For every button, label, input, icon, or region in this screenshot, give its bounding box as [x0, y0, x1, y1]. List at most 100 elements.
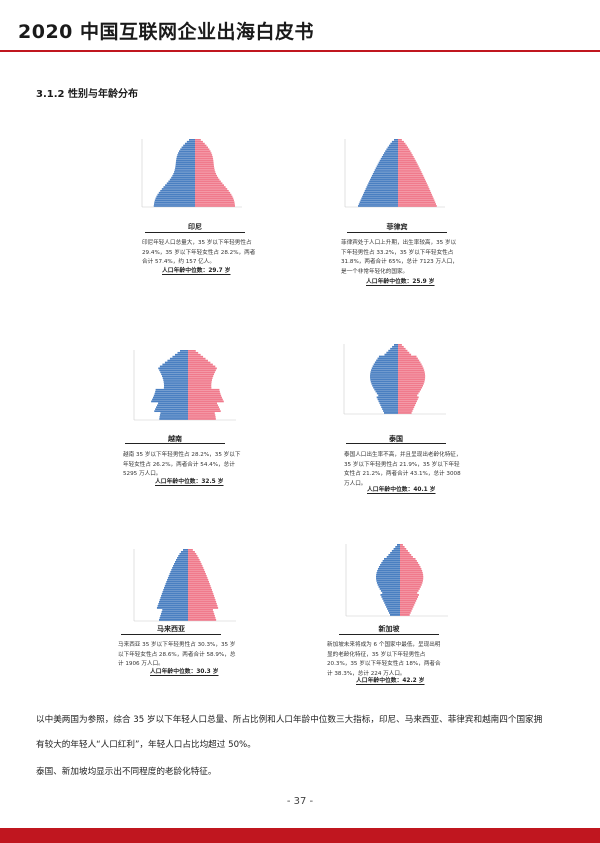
pyramid-male-bar	[175, 161, 195, 164]
pyramid-male-bar	[374, 361, 398, 364]
pyramid-male-bar	[382, 408, 398, 410]
pyramid-male-bar	[163, 381, 188, 383]
pyramid-male-bar	[381, 596, 400, 598]
pyramid-male-bar	[175, 163, 195, 166]
pyramid-male-bar	[166, 581, 188, 583]
pyramid-male-bar	[161, 373, 188, 376]
pyramid-male-bar	[380, 590, 400, 592]
pyramid-male-bar	[170, 571, 188, 573]
pyramid-female-bar	[188, 398, 223, 401]
pyramid-male-bar	[369, 180, 398, 183]
pyramid-female-bar	[188, 402, 218, 405]
country-name: 泰国	[389, 435, 403, 443]
pyramid-male-bar	[376, 396, 398, 399]
pyramid-female-bar	[398, 365, 423, 368]
pyramid-female-bar	[398, 176, 425, 179]
pyramid-female-bar	[188, 607, 219, 609]
pyramid-male-bar	[154, 410, 188, 413]
pyramid-female-bar	[188, 613, 215, 615]
pyramid-male-bar	[370, 380, 398, 383]
pyramid-female-bar	[398, 369, 425, 372]
pyramid-female-bar	[188, 408, 220, 411]
pyramid-male-bar	[174, 169, 195, 171]
pyramid-female-bar	[195, 184, 224, 187]
pyramid-male-bar	[386, 556, 400, 558]
pyramid-male-bar	[179, 150, 195, 153]
pyramid-female-bar	[398, 156, 414, 158]
pyramid-male-bar	[163, 589, 188, 591]
pyramid-male-bar	[394, 139, 398, 141]
pyramid-male-bar	[162, 363, 188, 366]
pyramid-female-bar	[398, 152, 412, 154]
pyramid-male-bar	[377, 584, 400, 586]
pyramid-male-bar	[381, 156, 398, 158]
pyramid-female-bar	[188, 587, 212, 589]
pyramid-female-bar	[398, 359, 420, 362]
pyramid-female-bar	[398, 154, 413, 156]
pyramid-male-bar	[373, 386, 398, 389]
pyramid-male-bar	[168, 575, 188, 577]
pyramid-male-bar	[160, 615, 188, 617]
population-pyramid-malaysia	[133, 549, 236, 622]
pyramid-male-bar	[374, 169, 398, 171]
pyramid-male-bar	[160, 597, 188, 599]
pyramid-female-bar	[188, 365, 216, 368]
pyramid-female-bar	[398, 357, 418, 360]
country-description: 越南 35 岁以下年轻男性占 28.2%，35 岁以下年轻女性占 26.2%，两…	[123, 452, 241, 477]
country-name-underline	[121, 634, 221, 635]
pyramid-female-bar	[398, 178, 426, 181]
pyramid-male-bar	[178, 152, 195, 154]
country-name: 越南	[168, 435, 182, 443]
pyramid-female-bar	[398, 159, 416, 162]
pyramid-female-bar	[398, 184, 428, 187]
median-age-label: 人口年龄中位数：42.2 岁	[356, 678, 425, 684]
pyramid-female-bar	[400, 574, 424, 576]
pyramid-male-bar	[160, 412, 188, 414]
pyramid-male-bar	[381, 562, 400, 564]
pyramid-male-bar	[156, 406, 188, 409]
pyramid-female-bar	[188, 563, 202, 565]
pyramid-male-bar	[358, 205, 398, 207]
pyramid-female-bar	[398, 349, 408, 352]
pyramid-female-bar	[398, 386, 423, 389]
pyramid-female-bar	[195, 144, 207, 147]
pyramid-male-bar	[174, 353, 188, 356]
pyramid-female-bar	[400, 564, 420, 566]
pyramid-male-bar	[370, 371, 398, 373]
pyramid-male-bar	[174, 563, 188, 565]
pyramid-male-bar	[161, 188, 195, 190]
pyramid-female-bar	[188, 553, 197, 555]
pyramid-male-bar	[166, 182, 195, 185]
pyramid-male-bar	[388, 349, 398, 352]
pyramid-male-bar	[393, 548, 400, 550]
pyramid-male-bar	[173, 565, 188, 567]
pyramid-female-bar	[188, 412, 215, 414]
pyramid-male-bar	[371, 174, 398, 177]
pyramid-female-bar	[398, 380, 425, 383]
pyramid-female-bar	[398, 345, 404, 348]
pyramid-male-bar	[391, 550, 400, 552]
pyramid-female-bar	[188, 561, 201, 563]
pyramid-female-bar	[188, 381, 212, 383]
pyramid-female-bar	[195, 190, 229, 192]
pyramid-male-bar	[363, 193, 398, 196]
pyramid-female-bar	[398, 408, 414, 410]
pyramid-male-bar	[176, 156, 195, 158]
pyramid-female-bar	[398, 146, 409, 149]
pyramid-female-bar	[398, 353, 412, 356]
pyramid-female-bar	[195, 169, 215, 171]
pyramid-female-bar	[400, 554, 412, 556]
pyramid-female-bar	[188, 611, 214, 613]
pyramid-male-bar	[382, 598, 400, 600]
pyramid-male-bar	[395, 546, 400, 548]
pyramid-female-bar	[188, 418, 216, 420]
pyramid-male-bar	[176, 157, 195, 160]
pyramid-female-bar	[188, 555, 198, 557]
pyramid-female-bar	[398, 199, 435, 202]
pyramid-female-bar	[188, 396, 222, 399]
pyramid-female-bar	[398, 190, 431, 192]
median-age-label: 人口年龄中位数：30.3 岁	[150, 669, 219, 675]
pyramid-female-bar	[188, 601, 217, 603]
pyramid-male-bar	[171, 176, 195, 179]
country-description: 菲律宾处于人口上升期，出生率较高，35 岁以下年轻男性占 33.2%，35 岁以…	[341, 240, 458, 275]
